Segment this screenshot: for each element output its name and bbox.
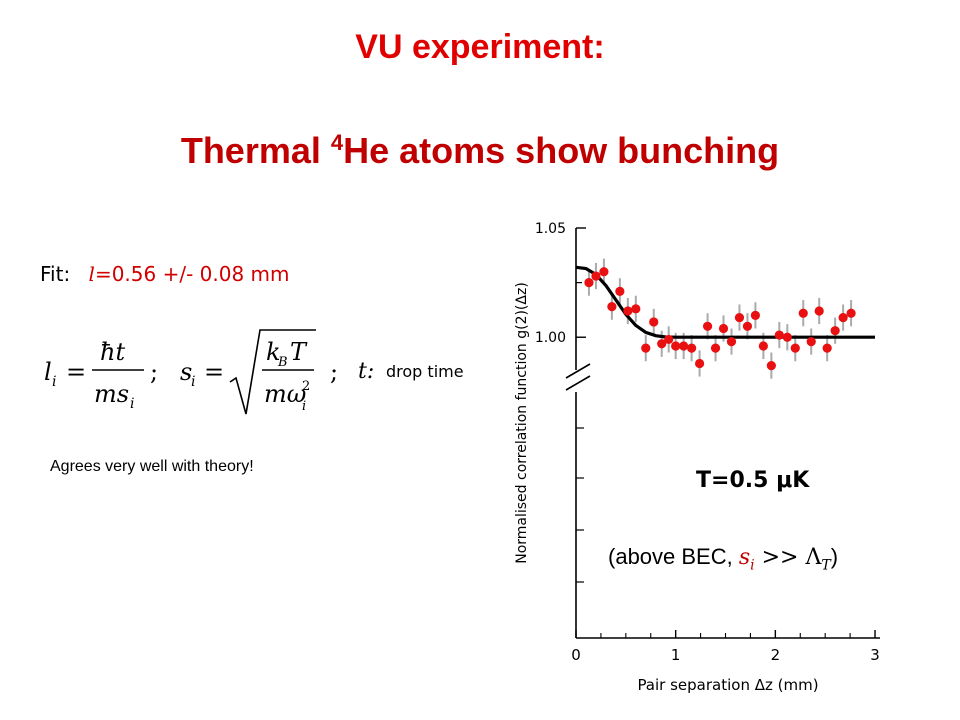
svg-text:mω: mω (264, 380, 306, 408)
data-point (623, 306, 633, 316)
subtitle-post: He atoms show bunching (343, 130, 780, 171)
svg-text:ms: ms (94, 380, 129, 408)
bec-open: ( (608, 544, 616, 569)
data-point (631, 304, 641, 314)
data-point (599, 267, 609, 277)
slide-title: VU experiment: (355, 28, 605, 66)
temperature-label: T=0.5 μK (696, 468, 810, 493)
data-point (641, 343, 651, 353)
y-tick-label: 1.00 (535, 330, 566, 346)
bec-text: above BEC, (615, 544, 739, 569)
drop-time-label: drop time (386, 362, 464, 381)
svg-text:i: i (52, 374, 56, 390)
y-axis-label: Normalised correlation function g(2)(Δz) (514, 282, 530, 564)
data-point (774, 330, 784, 340)
fit-symbol: l (88, 262, 95, 286)
data-point (838, 312, 848, 323)
data-point (607, 302, 617, 312)
fit-value: l=0.56 +/- 0.08 mm (89, 262, 290, 286)
slide-subtitle: Thermal 4He atoms show bunching (0, 130, 960, 172)
data-point (830, 326, 840, 336)
data-point (694, 358, 705, 369)
svg-text:i: i (302, 399, 306, 414)
correlation-chart: 1.00 1.05 0 1 2 3 Pair separation Δz (mm) Norma… (514, 221, 880, 694)
data-point (718, 323, 729, 334)
data-point (758, 341, 768, 351)
x-tick-label: 0 (571, 646, 581, 664)
data-point (822, 343, 832, 353)
y-tick-label: 1.05 (535, 221, 566, 237)
svg-text:i: i (130, 396, 134, 412)
svg-text:B: B (277, 355, 288, 370)
data-point (734, 312, 745, 323)
data-point (687, 343, 697, 353)
subtitle-pre: Thermal (180, 130, 331, 171)
bec-s: s (738, 545, 751, 570)
fit-curve (575, 265, 875, 339)
bec-note: (above BEC, si >> ΛT) (608, 544, 838, 573)
svg-text:ħt: ħt (100, 338, 125, 366)
bec-sub-i: i (750, 557, 755, 574)
data-point (671, 341, 681, 351)
data-point (591, 271, 601, 281)
formula: l i = ħt ms i ; s i = k B T mω 2 i ; t: … (44, 329, 464, 415)
svg-text:=: = (66, 358, 86, 386)
fit-label: Fit: (40, 262, 71, 286)
x-tick-label: 3 (870, 646, 880, 664)
data-point (790, 343, 800, 353)
data-point (742, 321, 753, 331)
x-tick-label: 1 (671, 646, 681, 664)
data-point (649, 317, 659, 327)
bec-close: ) (830, 544, 839, 569)
fit-number: =0.56 +/- 0.08 mm (94, 262, 290, 286)
data-point (846, 308, 856, 318)
data-point (750, 310, 761, 320)
svg-text:k: k (266, 338, 281, 366)
bec-rel: >> (754, 545, 806, 570)
agreement-note: Agrees very well with theory! (50, 458, 254, 475)
data-point (710, 343, 721, 353)
data-point (584, 278, 594, 288)
data-point (679, 341, 689, 351)
svg-text:i: i (191, 374, 195, 390)
t-symbol: t: (358, 359, 374, 384)
data-point (766, 361, 776, 371)
axis-break-mark (565, 375, 591, 391)
bec-lambda: Λ (805, 545, 822, 570)
data-point (726, 337, 737, 347)
data-point (806, 337, 816, 347)
svg-text:T: T (290, 338, 308, 366)
data-point (798, 308, 808, 318)
x-tick-label: 2 (771, 646, 781, 664)
bec-sub-T: T (821, 557, 831, 574)
svg-text:;: ; (150, 358, 158, 386)
data-point (814, 306, 824, 316)
data-point (615, 286, 625, 296)
svg-text:l: l (44, 358, 52, 386)
data-point (702, 321, 713, 331)
subtitle-superscript: 4 (330, 130, 344, 155)
data-point (664, 334, 674, 345)
svg-text:s: s (180, 358, 192, 386)
data-point (782, 332, 792, 342)
fit-result: Fit: l=0.56 +/- 0.08 mm (40, 262, 290, 286)
x-axis-label: Pair separation Δz (mm) (637, 676, 818, 694)
svg-text:=: = (204, 358, 224, 386)
data-point (657, 339, 667, 349)
svg-text:2: 2 (302, 379, 310, 394)
axis-break-mark (565, 363, 591, 379)
svg-text:;: ; (330, 358, 338, 386)
